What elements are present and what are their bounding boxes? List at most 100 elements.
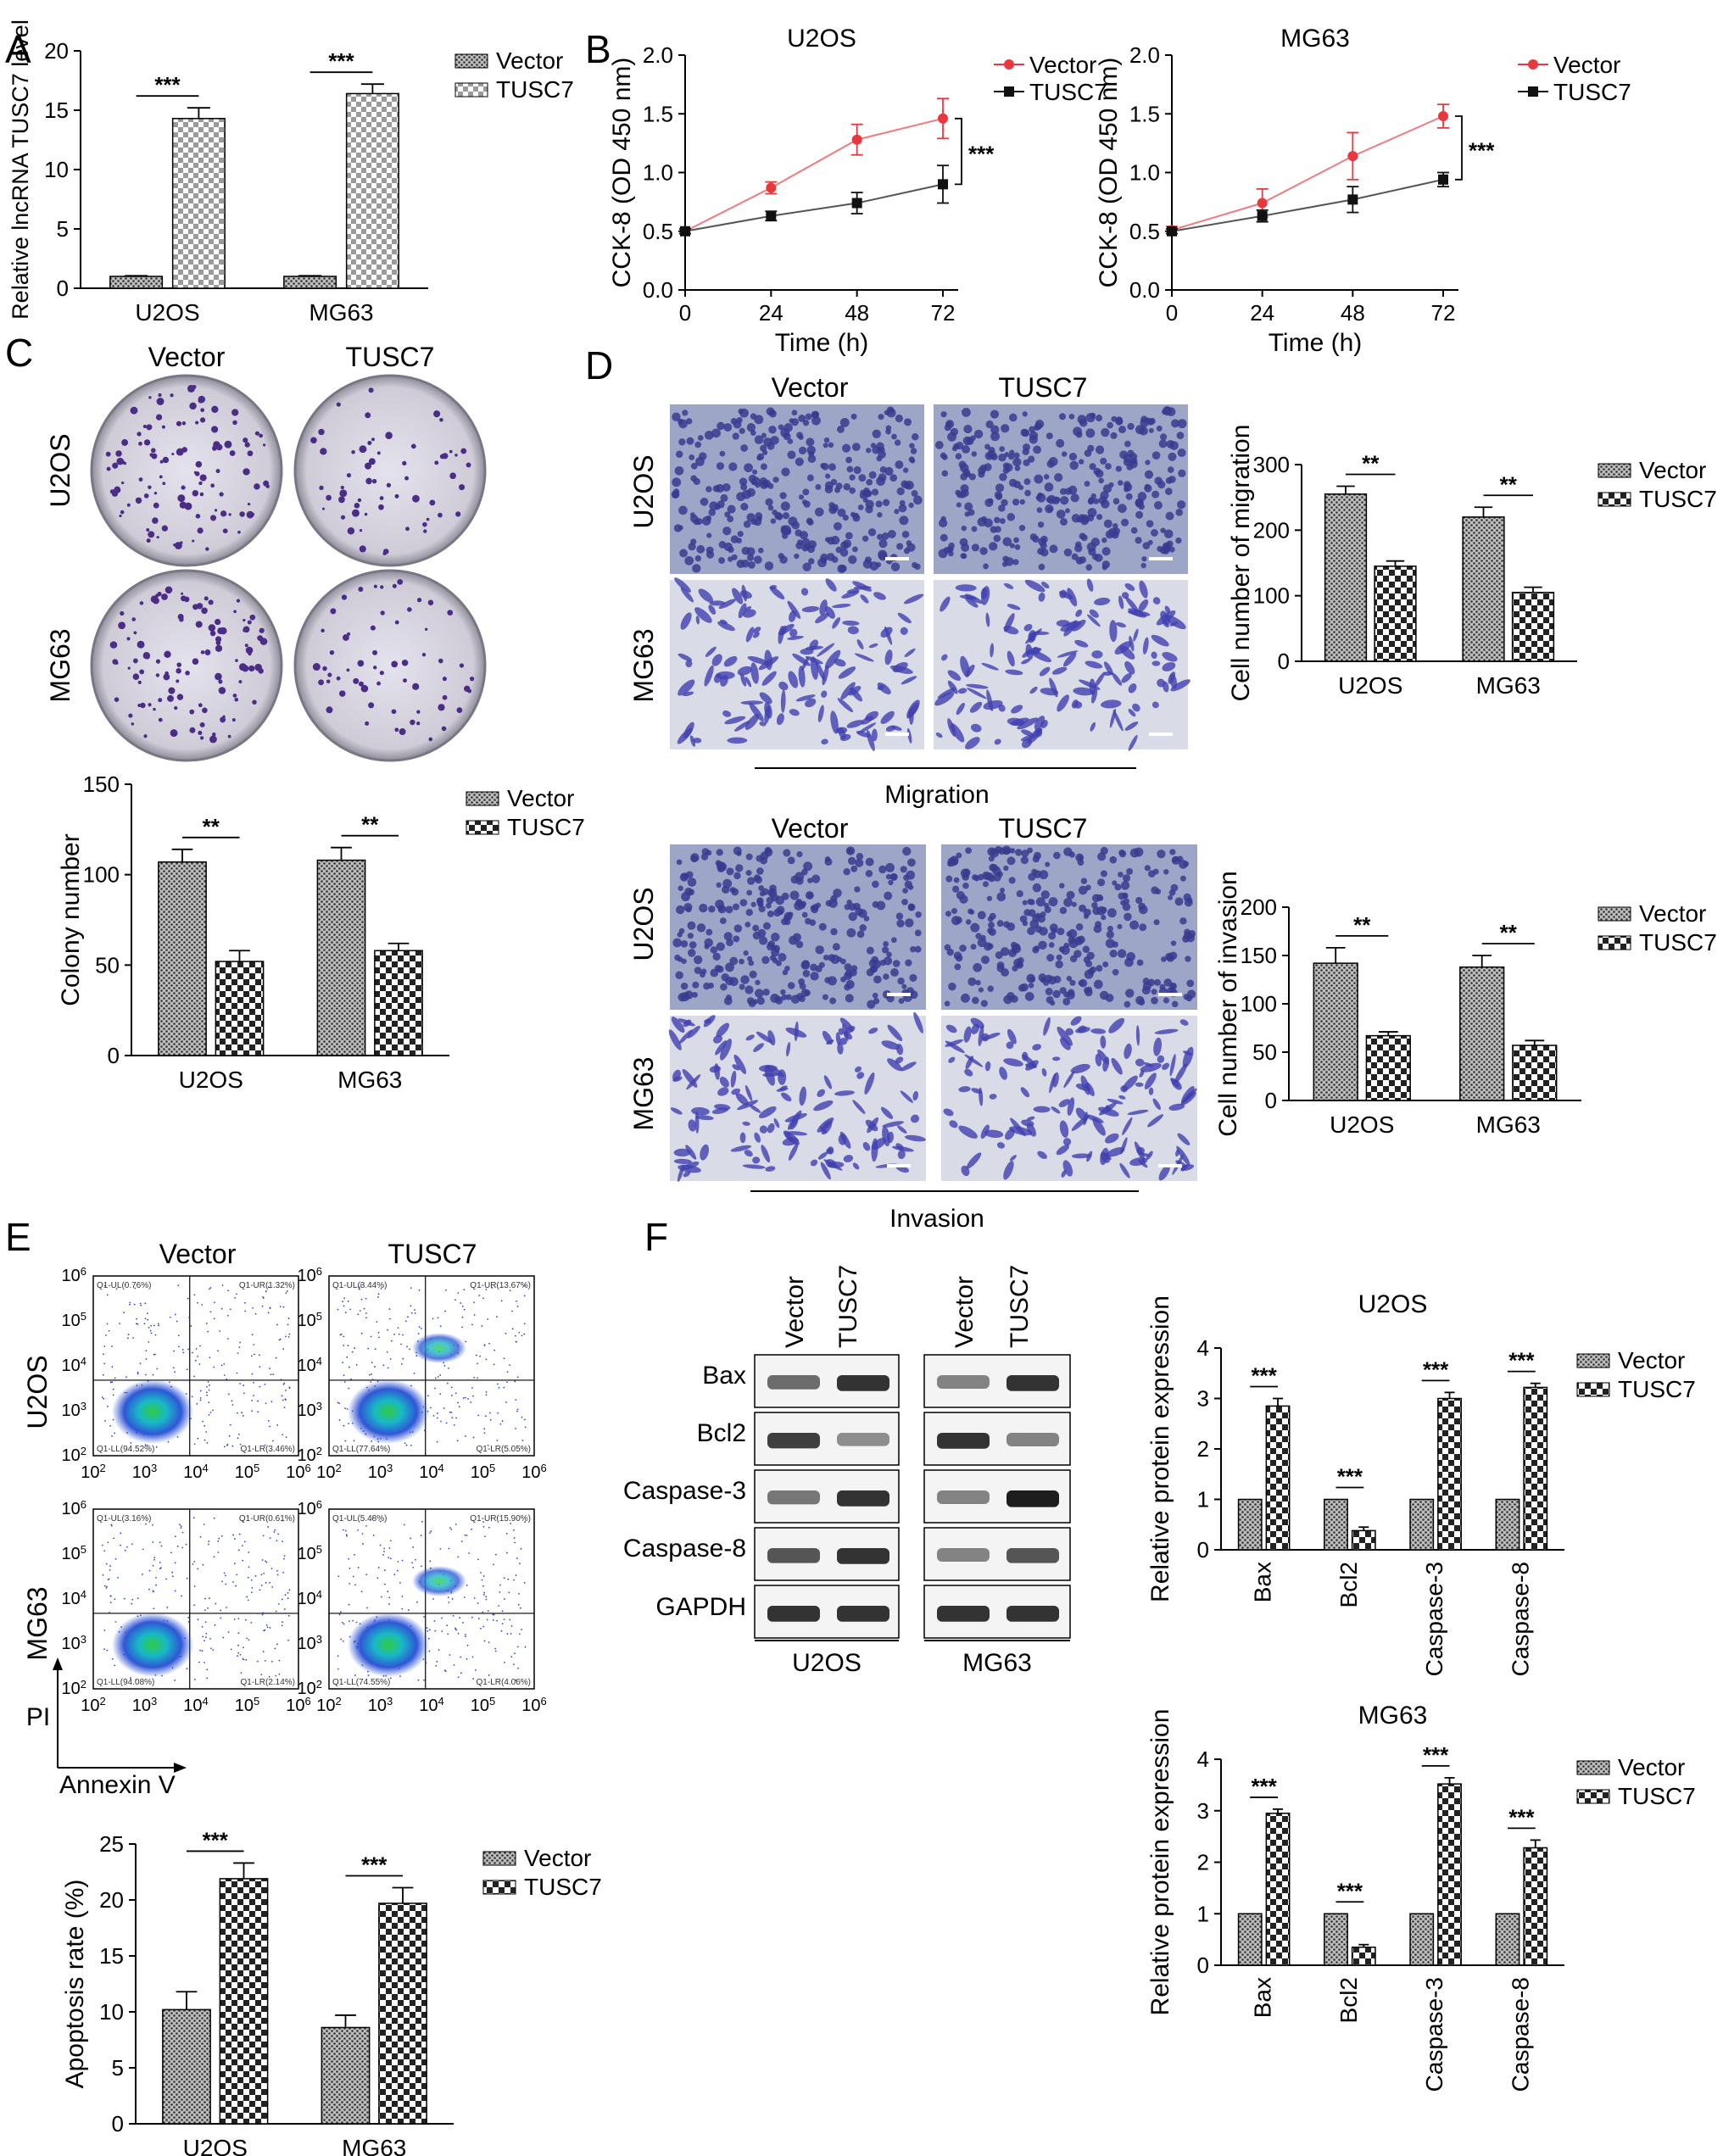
migration-col-tusc7: TUSC7	[999, 372, 1088, 403]
x-tick-label: Caspase-3	[1421, 1562, 1447, 1676]
flow-x-tick: 106	[521, 1462, 546, 1483]
x-tick-label: Caspase-3	[1421, 1977, 1447, 2092]
panel-label-b: B	[585, 27, 611, 71]
series-line-tusc7	[1171, 178, 1444, 232]
migration-u2os-tusc7-image	[934, 404, 1188, 574]
blot-strip	[754, 1469, 900, 1524]
blot-protein-caspase-3: Caspase-3	[623, 1477, 746, 1505]
y-tick-label: 150	[83, 772, 120, 797]
data-point-vector	[766, 182, 777, 193]
flow-y-tick: 105	[298, 1310, 322, 1331]
legend-label: Vector	[1553, 52, 1620, 78]
y-axis-label: CCK-8 (OD 450 nm)	[1095, 58, 1123, 288]
invasion-row-u2os: U2OS	[628, 887, 659, 961]
quadrant-ll-label: Q1-LL(77.64%)	[332, 1445, 390, 1454]
legend-swatch-tusc7	[482, 1880, 516, 1895]
x-tick-label: 24	[759, 300, 783, 326]
bar-vector	[1237, 1913, 1263, 1966]
panel-label-f: F	[644, 1215, 668, 1259]
panel-label-e: E	[5, 1215, 31, 1259]
bar-tusc7	[171, 118, 226, 289]
legend-swatch-tusc7	[1576, 1382, 1610, 1397]
legend-label: TUSC7	[1639, 929, 1717, 955]
chart-b2: 0.0 0.5 1.0 1.5 2.0 0 24 48 72 Time (h) CCK-8 (OD …	[1095, 25, 1631, 357]
chart-f2: 0 1 2 3 4 Relative protein expression MG63 *** B…	[1146, 1702, 1696, 2092]
legend-swatch-vector	[454, 53, 488, 69]
flow-row-u2os: U2OS	[22, 1355, 53, 1429]
legend-marker	[1528, 86, 1538, 97]
quadrant-lr-label: Q1-LR(3.46%)	[241, 1445, 295, 1454]
legend-label: Vector	[1618, 1754, 1685, 1780]
migration-row-u2os: U2OS	[628, 454, 659, 528]
y-tick-label: 25	[99, 1831, 124, 1857]
colony-row-mg63: MG63	[45, 628, 75, 702]
bar-vector	[1462, 516, 1505, 662]
flow-y-tick: 105	[298, 1543, 322, 1564]
significance-stars: **	[1500, 471, 1518, 497]
bar-vector	[109, 276, 164, 289]
y-tick-label: 0	[1278, 649, 1290, 674]
y-axis-label: Cell number of migration	[1227, 425, 1255, 702]
flow-y-tick: 105	[62, 1310, 86, 1331]
significance-stars: **	[203, 814, 220, 839]
significance-stars: ***	[968, 142, 995, 167]
flow-y-tick: 105	[62, 1543, 86, 1564]
blot-strip	[754, 1585, 900, 1639]
y-tick-label: 15	[99, 1943, 124, 1969]
y-tick-label: 200	[1253, 517, 1290, 543]
y-tick-label: 1.5	[643, 101, 673, 126]
bar-tusc7	[1374, 565, 1417, 662]
significance-stars: ***	[1469, 137, 1495, 163]
blot-protein-bcl2: Bcl2	[697, 1419, 746, 1447]
legend-label: Vector	[524, 1845, 591, 1871]
flow-x-tick: 102	[316, 1695, 341, 1716]
x-tick-label: MG63	[1476, 672, 1541, 699]
y-tick-label: 150	[1241, 943, 1277, 968]
y-tick-label: 100	[83, 862, 120, 888]
flow-y-tick: 104	[62, 1588, 86, 1609]
series-line-vector	[684, 117, 944, 232]
blot-lane-tusc7-1: TUSC7	[834, 1265, 862, 1348]
y-axis-label: Colony number	[57, 833, 85, 1006]
y-tick-label: 1.0	[1129, 160, 1160, 186]
bar-tusc7	[1523, 1847, 1548, 1966]
flow-x-tick: 102	[316, 1462, 341, 1483]
flow-y-tick: 102	[62, 1678, 86, 1699]
blot-lane-vector-1: Vector	[781, 1276, 809, 1348]
flow-y-tick: 106	[62, 1498, 86, 1519]
data-point-tusc7	[766, 210, 777, 221]
bar-tusc7	[1265, 1813, 1291, 1966]
legend-label: TUSC7	[1618, 1783, 1696, 1809]
data-point-vector	[1257, 198, 1268, 209]
flow-x-tick: 104	[419, 1462, 443, 1483]
western-blot: Vector TUSC7 Vector TUSC7 Bax Bcl2 Caspa…	[623, 1265, 1071, 1677]
legend-swatch-tusc7	[466, 820, 499, 835]
legend-swatch-vector	[1576, 1760, 1610, 1775]
quadrant-lr-label: Q1-LR(5.05%)	[477, 1445, 531, 1454]
significance-stars: ***	[1251, 1774, 1277, 1799]
bar-vector	[283, 276, 337, 289]
y-tick-label: 1	[1197, 1901, 1209, 1926]
y-tick-label: 2	[1197, 1436, 1209, 1462]
x-tick-label: 0	[1166, 300, 1178, 326]
bar-tusc7	[374, 950, 423, 1056]
bar-vector	[1324, 1913, 1348, 1966]
flow-y-tick: 104	[298, 1588, 322, 1609]
legend-label: TUSC7	[524, 1874, 602, 1900]
y-tick-label: 100	[1241, 991, 1277, 1017]
y-tick-label: 0	[1265, 1088, 1277, 1113]
invasion-images: Vector TUSC7 U2OS MG63 Invasion	[628, 813, 1139, 1233]
colony-col-vector: Vector	[148, 342, 226, 372]
data-point-tusc7	[1438, 174, 1448, 185]
legend-label: Vector	[496, 47, 563, 74]
blot-strip	[754, 1527, 900, 1581]
invasion-u2os-tusc7-image	[941, 844, 1197, 1010]
quadrant-ll-label: Q1-LL(94.08%)	[97, 1678, 154, 1687]
y-tick-label: 1	[1197, 1487, 1209, 1513]
blot-strip	[923, 1354, 1071, 1408]
legend-swatch-vector	[1598, 906, 1631, 922]
flow-cytometry-plots: Vector TUSC7 U2OS MG63 PI Annexin V Q1-U…	[22, 1239, 547, 1799]
bar-tusc7	[345, 92, 399, 289]
quadrant-ul-label: Q1-UL(3.44%)	[332, 1281, 387, 1290]
y-tick-label: 0.5	[1129, 219, 1160, 244]
